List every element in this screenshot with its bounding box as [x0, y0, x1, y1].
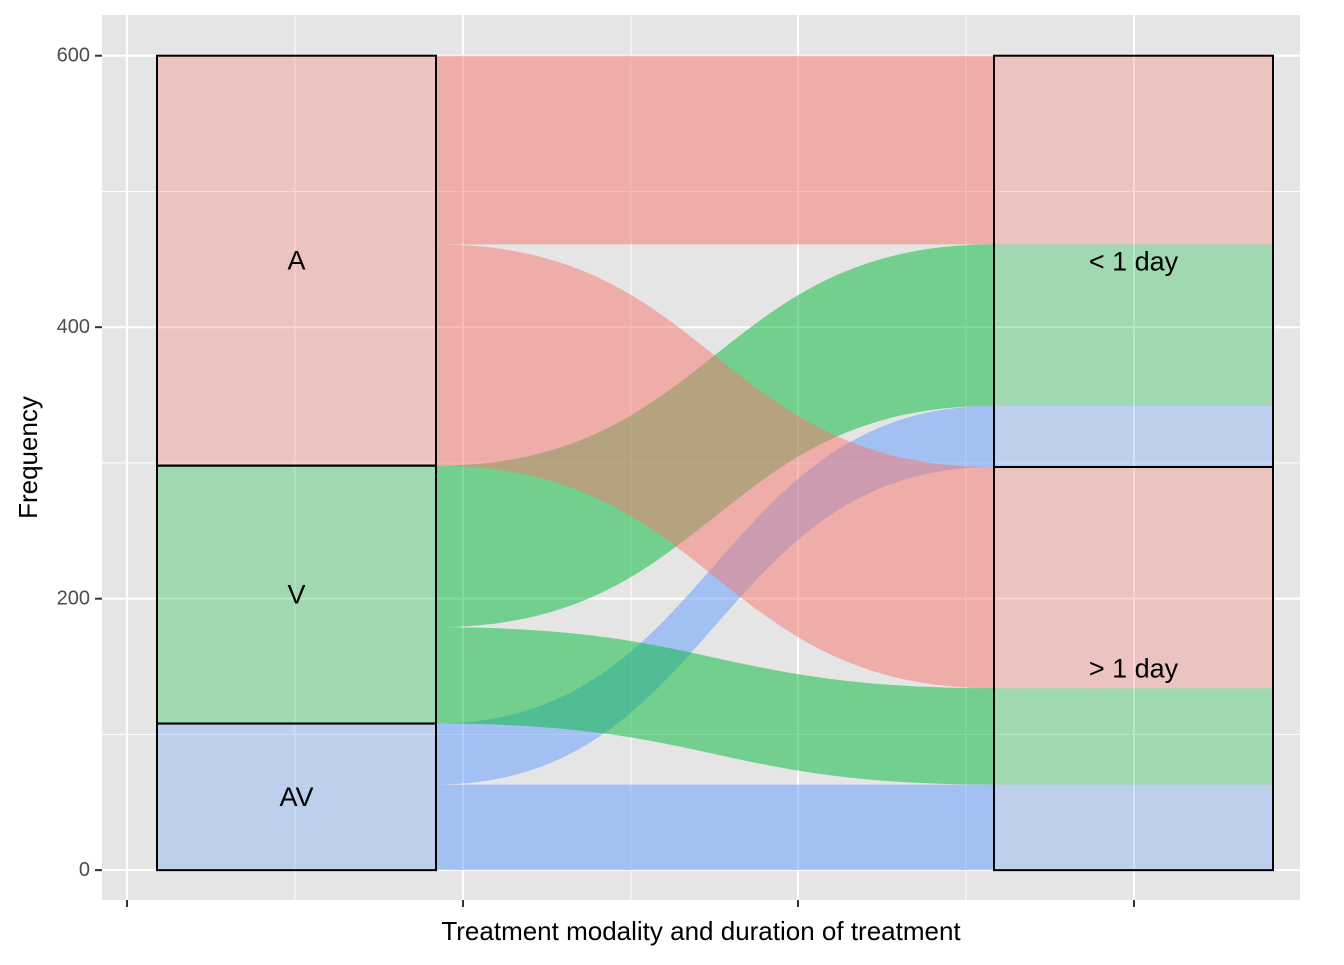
x-axis-title: Treatment modality and duration of treat… [441, 916, 961, 946]
y-tick-label: 200 [57, 588, 90, 610]
stratum-fill-1-day-v [994, 244, 1273, 406]
stratum-fill-1-day-av [994, 784, 1273, 871]
stratum-fill-1-day-av [994, 405, 1273, 468]
stratum-a [156, 54, 437, 467]
flow-a-to-1-day [436, 244, 994, 689]
stratum-fill-1-day-v [994, 688, 1273, 785]
flow-a-to-1-day [436, 55, 994, 245]
stratum-label-1-day: > 1 day [1089, 654, 1179, 684]
stratum-fill-av [157, 723, 436, 871]
stratum-fill-1-day-a [994, 467, 1273, 689]
flow-av-to-1-day [436, 784, 994, 871]
stratum-fill-v [157, 465, 436, 724]
stratum-label-av: AV [279, 782, 313, 812]
stratum-label-a: A [287, 246, 305, 276]
stratum-fill-a [157, 55, 436, 466]
stratum-1-day [993, 54, 1274, 469]
stratum-label-v: V [287, 580, 305, 610]
stratum-fill-1-day-a [994, 55, 1273, 245]
stratum-label-1-day: < 1 day [1089, 246, 1179, 276]
y-tick-label: 0 [79, 859, 90, 881]
flow-v-to-1-day [436, 627, 994, 785]
y-axis-title: Frequency [13, 396, 43, 519]
y-tick-label: 400 [57, 316, 90, 338]
y-tick-label: 600 [57, 45, 90, 67]
